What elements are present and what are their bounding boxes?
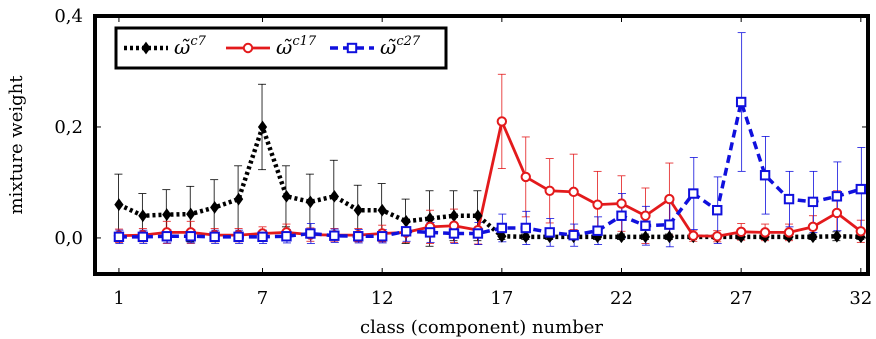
data-point-c7 (808, 230, 818, 244)
data-point-c7 (281, 189, 292, 203)
legend-box (114, 26, 448, 70)
data-point-c27 (520, 222, 531, 234)
data-point-c7 (832, 229, 842, 243)
data-point-c7 (162, 208, 172, 221)
data-point-c27 (592, 225, 603, 236)
data-point-c27 (400, 226, 412, 237)
data-point-c27 (185, 231, 196, 242)
data-point-c17 (831, 207, 843, 219)
data-point-c7 (329, 189, 339, 203)
data-point-c27 (855, 183, 867, 195)
data-point-c27 (496, 222, 508, 234)
data-point-c7 (664, 230, 674, 244)
data-point-c17 (783, 227, 795, 238)
data-point-c7 (640, 230, 651, 244)
legend: ω̃c7 ω̃c17 ω̃c27 (114, 26, 448, 70)
data-point-c27 (807, 196, 819, 208)
data-point-c17 (807, 221, 819, 233)
data-point-c7 (497, 229, 507, 243)
y-tick-label: 0,2 (54, 117, 83, 138)
data-point-c27 (161, 231, 172, 242)
data-point-c7 (138, 209, 148, 223)
data-point-c27 (257, 231, 268, 243)
data-point-c27 (209, 231, 220, 243)
data-point-c7 (210, 201, 220, 214)
data-point-c17 (544, 185, 555, 196)
data-point-c7 (616, 230, 627, 244)
data-point-c27 (448, 228, 460, 239)
data-point-c17 (735, 226, 747, 238)
legend-marker-c17 (242, 42, 254, 54)
data-point-c27 (831, 191, 843, 202)
data-point-c27 (424, 227, 436, 238)
data-point-c17 (759, 227, 771, 238)
data-point-c27 (137, 231, 149, 243)
x-axis-label: class (component) number (360, 317, 603, 338)
data-point-c27 (759, 170, 771, 181)
data-point-c27 (329, 230, 340, 241)
data-point-c7 (473, 209, 483, 223)
data-point-c17 (855, 226, 867, 237)
data-point-c7 (186, 207, 196, 221)
data-point-c7 (521, 230, 531, 244)
legend-label-c27: ω̃c27 (380, 34, 421, 59)
x-tick-label: 32 (849, 288, 872, 309)
data-point-c17 (640, 210, 651, 221)
legend-entries: ω̃c7 ω̃c17 ω̃c27 (124, 34, 421, 59)
data-point-c17 (592, 199, 603, 210)
data-point-c27 (664, 219, 675, 230)
data-point-c27 (735, 96, 747, 108)
legend-label-c7: ω̃c7 (174, 34, 207, 59)
y-tick-label: 0,4 (54, 6, 83, 27)
x-tick-label: 17 (490, 288, 513, 309)
data-point-c27 (616, 210, 627, 221)
data-point-c27 (305, 228, 316, 239)
data-point-c17 (520, 171, 531, 183)
legend-marker-c27 (346, 42, 358, 54)
data-point-c27 (233, 231, 244, 243)
data-point-c27 (113, 231, 125, 243)
legend-marker-c7 (141, 41, 151, 55)
data-point-c27 (472, 228, 484, 239)
data-point-c27 (712, 204, 723, 216)
x-tick-label: 27 (730, 288, 753, 309)
data-point-c7 (449, 209, 459, 223)
data-point-c27 (281, 231, 292, 242)
plot-frame (93, 14, 870, 276)
data-point-c17 (712, 231, 723, 242)
data-point-c27 (353, 231, 364, 242)
data-point-c27 (688, 188, 699, 199)
data-point-c27 (568, 229, 579, 241)
x-tick-label: 12 (371, 288, 394, 309)
data-point-c27 (544, 227, 555, 238)
series-line-c17 (118, 120, 862, 238)
data-point-c27 (376, 231, 388, 242)
series-markers-layer (113, 96, 867, 244)
data-point-c7 (233, 192, 244, 206)
x-tick-label: 7 (257, 288, 268, 309)
data-point-c7 (377, 203, 387, 217)
y-axis-label: mixture weight (6, 75, 27, 215)
x-tick-label: 1 (113, 288, 124, 309)
data-point-c27 (640, 220, 651, 231)
y-tick-label: 0,0 (54, 228, 83, 249)
data-point-c7 (401, 214, 411, 228)
legend-label-c17: ω̃c17 (276, 34, 317, 59)
data-point-c7 (305, 195, 316, 209)
ticks-layer: 1 7 12 17 22 27 320,00,20,4 (54, 6, 872, 309)
x-tick-label: 22 (610, 288, 633, 309)
data-point-c27 (783, 193, 795, 205)
data-point-c17 (568, 186, 579, 198)
data-point-c7 (353, 203, 363, 217)
data-point-c17 (496, 116, 508, 127)
data-point-c17 (688, 230, 699, 241)
data-point-c17 (616, 198, 627, 209)
data-point-c17 (664, 193, 675, 205)
data-point-c7 (257, 120, 268, 134)
series-lines-layer (117, 100, 862, 240)
data-point-c7 (114, 198, 124, 211)
